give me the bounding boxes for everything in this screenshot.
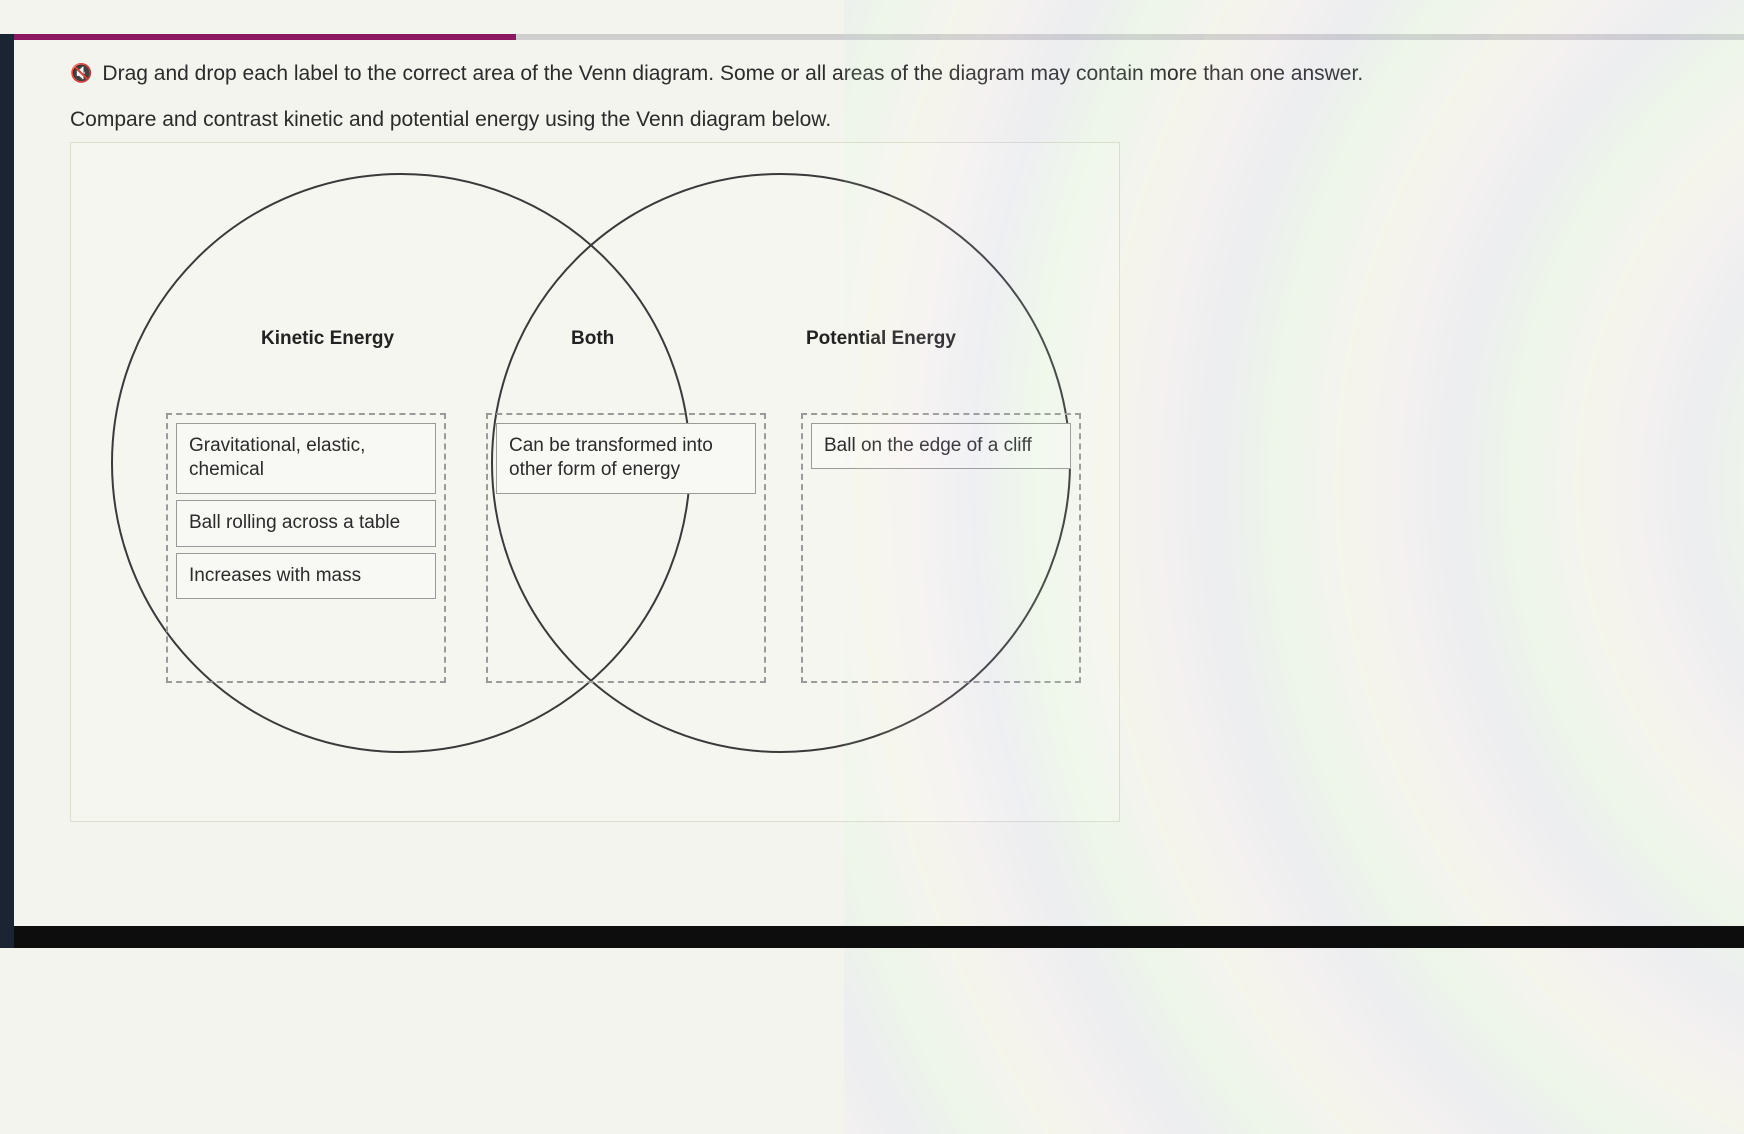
dropzone-left[interactable]: Gravitational, elastic, chemical Ball ro… [166,413,446,683]
instruction-primary: 🔇 Drag and drop each label to the correc… [70,58,1688,90]
dropzone-center[interactable]: Can be transformed into other form of en… [486,413,766,683]
drag-label[interactable]: Can be transformed into other form of en… [496,423,756,494]
instruction-text-2: Compare and contrast kinetic and potenti… [70,108,1688,132]
sound-mute-icon[interactable]: 🔇 [70,60,92,87]
content-area: 🔇 Drag and drop each label to the correc… [14,40,1744,822]
dropzone-right[interactable]: Ball on the edge of a cliff [801,413,1081,683]
venn-label-center: Both [571,328,614,350]
drag-label[interactable]: Ball on the edge of a cliff [811,423,1071,470]
venn-label-right: Potential Energy [806,328,956,350]
drag-label[interactable]: Ball rolling across a table [176,500,436,547]
drag-label[interactable]: Gravitational, elastic, chemical [176,423,436,494]
drag-label[interactable]: Increases with mass [176,553,436,600]
progress-fill [14,34,516,40]
instruction-text-1: Drag and drop each label to the correct … [102,58,1363,90]
bottom-edge [14,926,1744,948]
venn-label-left: Kinetic Energy [261,328,394,350]
progress-track [14,34,1744,40]
venn-stage: Kinetic Energy Both Potential Energy Gra… [70,142,1120,822]
